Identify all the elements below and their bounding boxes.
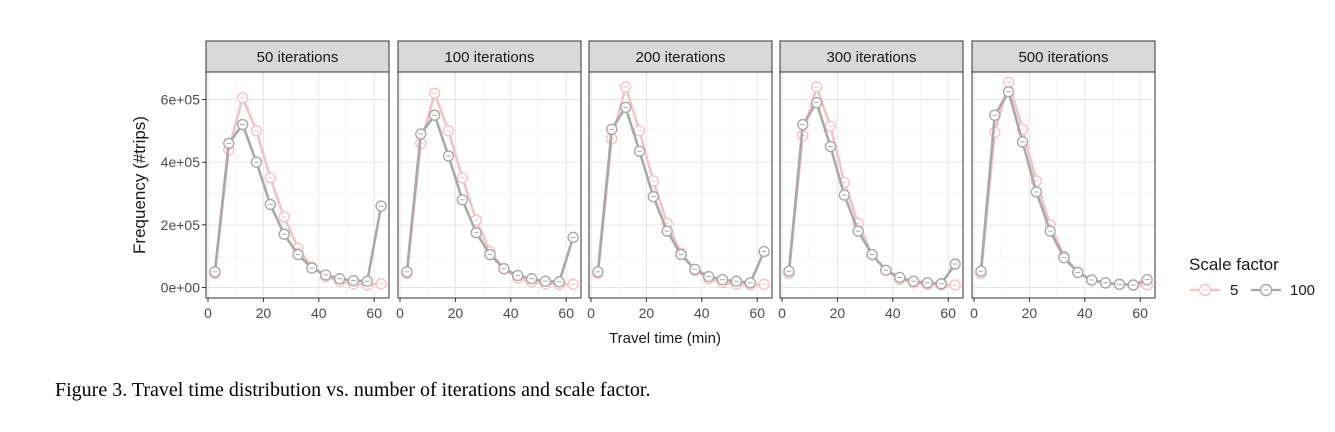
plot-background bbox=[398, 72, 581, 298]
facet-title: 300 iterations bbox=[826, 49, 916, 66]
x-tick-label: 0 bbox=[204, 305, 212, 321]
series-100 bbox=[209, 118, 387, 287]
panel-border bbox=[588, 71, 773, 299]
x-tick-label: 60 bbox=[558, 305, 574, 321]
facet-panel: 200 iterations 0 20 40 60 bbox=[587, 40, 773, 321]
x-tick-label: 20 bbox=[1022, 305, 1038, 321]
x-tick-label: 0 bbox=[396, 305, 404, 321]
x-tick-label: 20 bbox=[830, 305, 846, 321]
legend-label: 100 bbox=[1290, 282, 1315, 299]
x-axis-title: Travel time (min) bbox=[609, 330, 721, 347]
x-tick-label: 40 bbox=[503, 305, 519, 321]
x-tick-label: 40 bbox=[885, 305, 901, 321]
x-tick-label: 60 bbox=[749, 305, 765, 321]
facet-title: 50 iterations bbox=[257, 49, 339, 66]
facet-strip bbox=[588, 40, 773, 73]
facet-title: 500 iterations bbox=[1018, 49, 1108, 66]
facet-panel: 500 iterations 0 20 40 60 bbox=[970, 40, 1156, 321]
panel-border bbox=[205, 71, 390, 299]
panel-border bbox=[971, 71, 1156, 299]
x-tick-label: 0 bbox=[587, 305, 595, 321]
x-tick-label: 40 bbox=[1077, 305, 1093, 321]
facet-panel: 100 iterations 0 20 40 60 bbox=[396, 40, 582, 321]
legend-label: 5 bbox=[1230, 282, 1238, 299]
facet-panel: 50 iterations 0 20 40 60 bbox=[204, 40, 390, 321]
plot-background bbox=[206, 72, 389, 298]
figure-caption: Figure 3. Travel time distribution vs. n… bbox=[55, 379, 651, 401]
x-tick-label: 20 bbox=[639, 305, 655, 321]
y-tick-label: 0e+00 bbox=[161, 280, 201, 296]
facet-title: 100 iterations bbox=[444, 49, 534, 66]
series-100 bbox=[401, 109, 579, 288]
x-tick-label: 60 bbox=[940, 305, 956, 321]
x-tick-label: 0 bbox=[778, 305, 786, 321]
panel-border bbox=[397, 71, 582, 299]
plot-background bbox=[780, 72, 963, 298]
x-tick-label: 60 bbox=[366, 305, 382, 321]
facet-panel: 300 iterations 0 20 40 60 bbox=[778, 40, 964, 321]
panel-border bbox=[779, 71, 964, 299]
x-tick-label: 20 bbox=[448, 305, 464, 321]
facet-strip bbox=[205, 40, 390, 73]
series-100 bbox=[592, 101, 770, 289]
facet-strip bbox=[779, 40, 964, 73]
y-tick-label: 2e+05 bbox=[161, 217, 201, 233]
series-100 bbox=[975, 85, 1153, 291]
legend-title: Scale factor bbox=[1189, 255, 1279, 274]
x-tick-label: 40 bbox=[311, 305, 327, 321]
facet-title: 200 iterations bbox=[635, 49, 725, 66]
x-tick-label: 60 bbox=[1132, 305, 1148, 321]
y-tick-label: 4e+05 bbox=[161, 154, 201, 170]
x-tick-label: 20 bbox=[256, 305, 272, 321]
y-tick-label: 6e+05 bbox=[161, 92, 201, 108]
faceted-line-chart: 50 iterations 0 20 40 60 100 iterations 0 20 40 6… bbox=[130, 40, 1315, 347]
plot-background bbox=[589, 72, 772, 298]
legend: Scale factor 5 100 bbox=[1189, 255, 1315, 299]
y-axis-title: Frequency (#trips) bbox=[130, 116, 149, 254]
series-100 bbox=[783, 96, 961, 290]
x-tick-label: 40 bbox=[694, 305, 710, 321]
x-tick-label: 0 bbox=[970, 305, 978, 321]
